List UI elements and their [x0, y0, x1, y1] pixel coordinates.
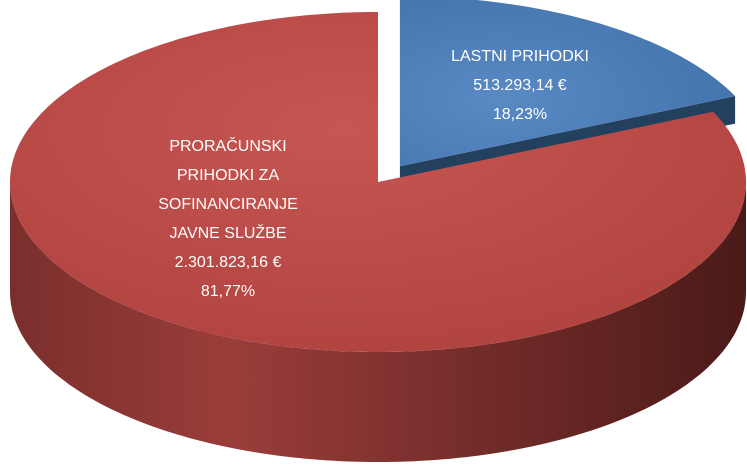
category-label: LASTNI PRIHODKI [451, 48, 589, 65]
slice-label: LASTNI PRIHODKI 513.293,14 € 18,23% [410, 42, 630, 129]
amount-label: 513.293,14 € [473, 77, 567, 94]
category-label: PRORAČUNSKI PRIHODKI ZA SOFINANCIRANJE J… [158, 138, 298, 242]
value-label: 18,23% [492, 106, 548, 123]
value-label: 81,77% [200, 283, 256, 300]
slice [10, 12, 746, 352]
slice-side [10, 182, 746, 462]
slice [399, 0, 736, 167]
amount-label: 2.301.823,16 € [174, 254, 282, 271]
slice-label: PRORAČUNSKI PRIHODKI ZA SOFINANCIRANJE J… [146, 132, 311, 306]
